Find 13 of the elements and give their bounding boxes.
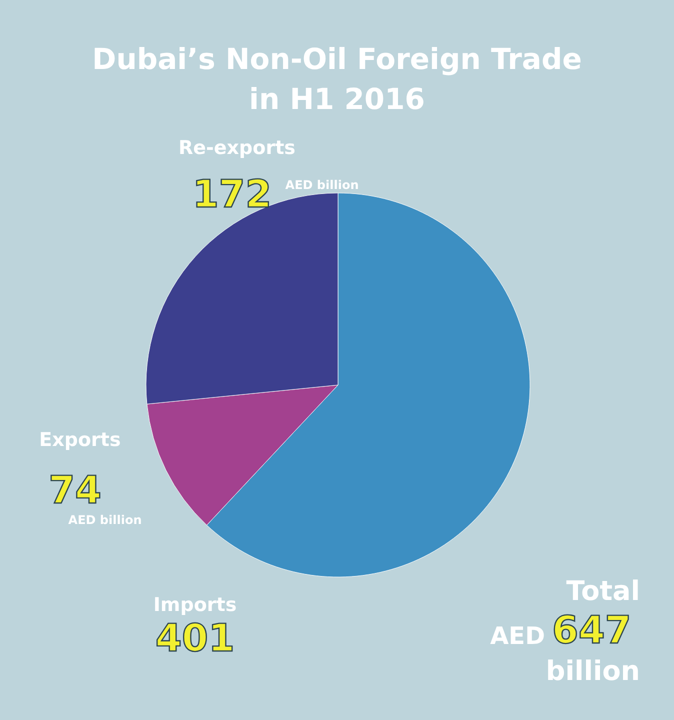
- text: billion: [546, 656, 640, 687]
- data-label: 401: [155, 616, 235, 660]
- chart-title: Dubai’s Non-Oil Foreign Trade in H1 2016: [92, 42, 582, 116]
- data-label: 172: [192, 172, 272, 216]
- slice-label: Re-exports: [178, 137, 296, 159]
- text: AED: [490, 622, 545, 650]
- text: AED billion: [285, 178, 359, 192]
- text: 647: [552, 608, 632, 652]
- slice-label: Imports: [153, 594, 237, 616]
- slice-label: Exports: [39, 429, 121, 451]
- text: Total: [566, 576, 640, 607]
- data-label: 74: [48, 468, 102, 512]
- text: AED billion: [68, 513, 142, 527]
